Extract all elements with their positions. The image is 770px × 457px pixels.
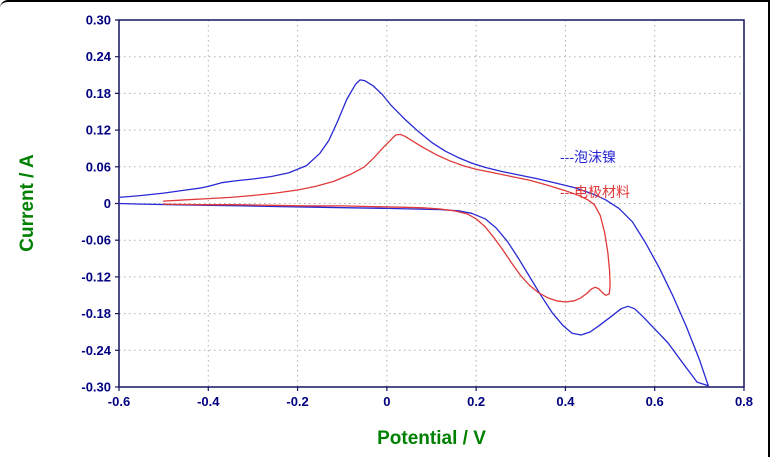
x-tick-label: 0.8 (735, 394, 753, 409)
legend-item-electrode-material: ---电极材料 (560, 184, 630, 200)
y-tick-label: -0.18 (81, 306, 111, 321)
legend-item-foam-nickel: ---泡沫镍 (560, 149, 616, 165)
x-tick-label: 0.4 (556, 394, 575, 409)
x-tick-label: -0.4 (197, 394, 220, 409)
y-tick-label: -0.24 (81, 343, 111, 358)
x-tick-label: -0.2 (286, 394, 308, 409)
y-tick-label: 0 (104, 196, 111, 211)
chart-legend: ---泡沫镍 ---电极材料 (560, 148, 630, 218)
x-tick-label: 0.2 (467, 394, 485, 409)
y-tick-label: -0.06 (81, 233, 111, 248)
series-curve-电极材料 (162, 133, 611, 303)
y-tick-label: 0.12 (86, 123, 111, 138)
y-tick-label: 0.18 (86, 86, 111, 101)
x-axis-title: Potential / V (377, 428, 486, 449)
y-tick-label: 0.30 (86, 13, 111, 28)
y-axis-title: Current / A (17, 154, 38, 252)
y-tick-label: 0.24 (86, 49, 112, 64)
x-tick-label: 0.6 (646, 394, 664, 409)
x-tick-label: 0 (383, 394, 390, 409)
x-tick-label: -0.6 (108, 394, 130, 409)
y-tick-label: 0.06 (86, 159, 111, 174)
y-tick-label: -0.30 (81, 380, 111, 395)
y-tick-label: -0.12 (81, 269, 111, 284)
series-curve-泡沫镍 (118, 79, 709, 387)
